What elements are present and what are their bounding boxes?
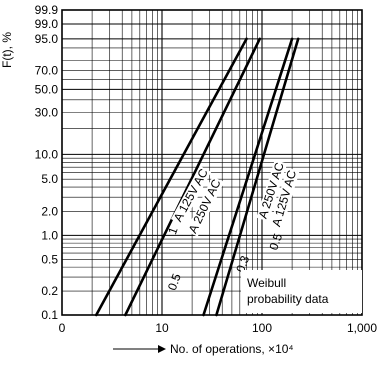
series-line-2	[124, 37, 262, 317]
x-tick-label: 100	[252, 321, 272, 335]
x-tick-labels: 0 10 100 1,000	[59, 321, 378, 335]
y-tick-label: 0.2	[41, 284, 58, 298]
series-label-bg	[269, 167, 300, 230]
grid	[62, 10, 362, 315]
x-tick-label: 1,000	[347, 321, 377, 335]
y-tick-labels: 99.999.095.0 70.0 50.0 30.0 10.0 5.0 2.0 1.0 0.5…	[35, 3, 59, 322]
y-tick-label: 70.0	[35, 63, 59, 77]
annotations: 1 0.5 0.3 0.5	[165, 225, 285, 292]
series-line-4	[215, 37, 300, 317]
y-tick-label: 30.0	[35, 105, 59, 119]
x-axis-label-group: No. of operations, ×10⁴	[113, 342, 294, 356]
y-axis-label: F(t), %	[0, 32, 14, 68]
shape-parameter-label: 0.3	[233, 254, 252, 275]
y-tick-label: 2.0	[41, 204, 58, 218]
y-tick-label: 10.0	[35, 147, 59, 161]
series-label-bg	[256, 159, 288, 222]
x-tick-label: 0	[59, 321, 66, 335]
y-tick-label: 50.0	[35, 82, 59, 96]
y-tick-label: 0.5	[41, 252, 58, 266]
y-tick-label: 5.0	[41, 172, 58, 186]
y-tick-label: 95.0	[35, 32, 59, 46]
shape-parameter-label: 0.5	[165, 271, 184, 292]
y-tick-label: 0.1	[41, 308, 58, 322]
y-tick-label: 99.0	[35, 17, 59, 31]
x-tick-label: 10	[155, 321, 169, 335]
legend-line-1: Weibull	[247, 276, 286, 290]
series-line-1	[94, 37, 248, 317]
shape-parameter-label: 0.5	[266, 231, 285, 252]
legend-background	[241, 270, 362, 313]
series-label-bg	[170, 165, 212, 226]
series-labels: A 125V ACA 250V AC A 250V ACA 125V AC	[170, 159, 300, 237]
plot-frame	[61, 9, 363, 316]
y-tick-label: 99.9	[35, 3, 59, 17]
x-axis-label: No. of operations, ×10⁴	[170, 342, 294, 356]
series-line-3	[202, 37, 294, 317]
y-tick-label: 1.0	[41, 228, 58, 242]
x-axis-arrow-icon	[158, 345, 166, 353]
legend-box: Weibull probability data	[241, 270, 362, 313]
legend-line-2: probability data	[247, 292, 329, 306]
shape-parameter-label: 1	[165, 225, 181, 236]
series-label-bg	[185, 176, 225, 237]
series-lines	[94, 37, 300, 317]
